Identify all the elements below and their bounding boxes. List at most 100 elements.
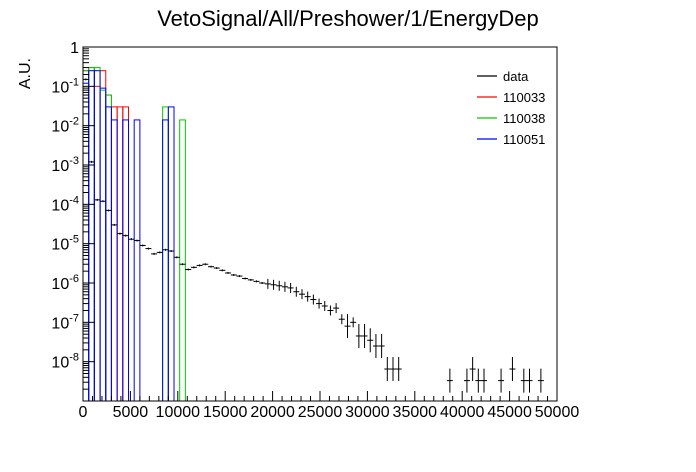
y-tick-label-6: 10-6 bbox=[51, 273, 79, 293]
data-point-6 bbox=[116, 232, 123, 235]
data-point-1 bbox=[88, 160, 95, 163]
data-point-31 bbox=[259, 282, 266, 284]
y-tick-label-base: 10 bbox=[51, 197, 69, 214]
legend-entry-110033: 110033 bbox=[477, 90, 545, 105]
x-tick-label-20000: 20000 bbox=[250, 404, 295, 421]
data-point-23 bbox=[213, 267, 220, 270]
data-point-52 bbox=[378, 334, 385, 359]
y-tick-label-4: 10-4 bbox=[51, 194, 79, 214]
y-tick-label-exponent: -1 bbox=[69, 76, 79, 88]
data-point-58 bbox=[469, 357, 476, 382]
y-tick-label-exponent: -7 bbox=[69, 312, 79, 324]
data-point-56 bbox=[446, 368, 453, 393]
data-point-48 bbox=[355, 323, 362, 348]
data-point-40 bbox=[310, 294, 317, 305]
y-tick-label-3: 10-3 bbox=[51, 155, 79, 175]
data-point-21 bbox=[202, 263, 209, 266]
data-point-27 bbox=[236, 275, 243, 278]
y-tick-label-base: 10 bbox=[51, 237, 69, 254]
y-axis: 110-110-210-310-410-510-610-710-8 bbox=[51, 40, 95, 402]
data-point-46 bbox=[344, 314, 351, 339]
data-point-24 bbox=[219, 269, 226, 272]
data-point-9 bbox=[134, 239, 141, 242]
chart-title: VetoSignal/All/Preshower/1/EnergyDep bbox=[157, 6, 539, 31]
legend-label-110033: 110033 bbox=[503, 90, 545, 105]
series-data bbox=[82, 78, 544, 393]
x-tick-label-15000: 15000 bbox=[203, 404, 248, 421]
data-point-26 bbox=[230, 273, 237, 276]
data-point-34 bbox=[276, 280, 283, 291]
y-tick-label-base: 10 bbox=[51, 276, 69, 293]
legend-entry-110051: 110051 bbox=[477, 132, 545, 147]
data-point-47 bbox=[350, 317, 357, 328]
legend-label-data: data bbox=[503, 69, 529, 84]
data-point-3 bbox=[99, 200, 106, 203]
x-tick-label-10000: 10000 bbox=[156, 404, 201, 421]
data-point-65 bbox=[537, 368, 544, 393]
data-point-36 bbox=[287, 282, 294, 293]
x-tick-label-50000: 50000 bbox=[535, 404, 580, 421]
data-point-60 bbox=[481, 368, 488, 393]
data-point-16 bbox=[173, 256, 180, 259]
data-point-63 bbox=[520, 368, 527, 393]
data-point-59 bbox=[475, 368, 482, 393]
data-point-53 bbox=[384, 357, 391, 382]
data-point-7 bbox=[122, 234, 129, 237]
y-tick-label-base: 10 bbox=[51, 79, 69, 96]
legend-label-110038: 110038 bbox=[503, 111, 545, 126]
y-tick-label-7: 10-7 bbox=[51, 312, 79, 332]
y-tick-label-base: 10 bbox=[51, 119, 69, 136]
data-point-14 bbox=[162, 248, 169, 251]
data-point-62 bbox=[509, 357, 516, 382]
data-point-12 bbox=[151, 252, 158, 255]
x-tick-label-5000: 5000 bbox=[113, 404, 149, 421]
legend-entry-110038: 110038 bbox=[477, 111, 545, 126]
y-tick-label-base: 10 bbox=[51, 315, 69, 332]
data-point-22 bbox=[207, 265, 214, 268]
x-tick-label-45000: 45000 bbox=[487, 404, 532, 421]
data-point-38 bbox=[298, 289, 305, 300]
x-tick-label-40000: 40000 bbox=[440, 404, 485, 421]
data-point-11 bbox=[145, 247, 152, 250]
data-point-37 bbox=[293, 286, 300, 297]
data-point-33 bbox=[270, 279, 277, 290]
y-tick-label-5: 10-5 bbox=[51, 234, 79, 254]
data-point-13 bbox=[156, 251, 163, 254]
y-axis-label: A.U. bbox=[17, 58, 34, 89]
data-point-44 bbox=[333, 303, 340, 314]
data-point-29 bbox=[247, 278, 254, 281]
data-point-15 bbox=[168, 250, 175, 253]
y-tick-label-exponent: -8 bbox=[69, 352, 79, 364]
y-tick-label-exponent: -3 bbox=[69, 155, 79, 167]
y-tick-label-exponent: -5 bbox=[69, 234, 79, 246]
data-point-30 bbox=[253, 280, 260, 283]
data-point-45 bbox=[338, 314, 345, 325]
y-tick-label-0: 1 bbox=[70, 40, 79, 57]
data-point-57 bbox=[463, 368, 470, 393]
data-point-20 bbox=[196, 264, 203, 267]
y-tick-label-exponent: -6 bbox=[69, 273, 79, 285]
y-tick-label-base: 10 bbox=[51, 158, 69, 175]
data-point-61 bbox=[498, 368, 505, 393]
y-tick-label-base: 10 bbox=[51, 355, 69, 372]
data-point-51 bbox=[372, 334, 379, 359]
data-point-49 bbox=[361, 323, 368, 348]
data-point-55 bbox=[395, 357, 402, 382]
x-tick-label-0: 0 bbox=[79, 404, 88, 421]
data-point-10 bbox=[139, 244, 146, 247]
y-tick-label-2: 10-2 bbox=[51, 116, 79, 136]
data-point-39 bbox=[304, 291, 311, 302]
data-point-19 bbox=[190, 266, 197, 269]
data-point-4 bbox=[105, 209, 112, 212]
legend-entry-data: data bbox=[477, 69, 529, 84]
x-axis: 0 5000 10000 15000 20000 25000 30000 35000 40000… bbox=[79, 391, 580, 421]
data-point-42 bbox=[321, 301, 328, 312]
data-point-41 bbox=[316, 298, 323, 309]
data-point-32 bbox=[264, 278, 271, 289]
y-tick-label-exponent: -2 bbox=[69, 116, 79, 128]
data-point-35 bbox=[281, 281, 288, 292]
data-point-8 bbox=[128, 238, 135, 241]
data-point-25 bbox=[225, 271, 232, 274]
